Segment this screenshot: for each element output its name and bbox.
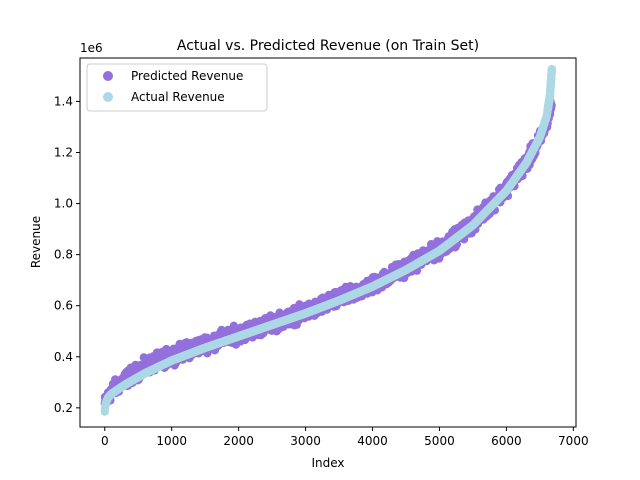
y-tick-label: 0.4 [54, 350, 73, 364]
x-tick-label: 7000 [558, 434, 589, 448]
legend-label-actual: Actual Revenue [131, 90, 225, 104]
y-tick-label: 0.6 [54, 299, 73, 313]
x-tick-label: 2000 [223, 434, 254, 448]
x-axis: 0 1000 2000 3000 4000 5000 6000 7000 [101, 427, 589, 448]
x-tick-label: 0 [101, 434, 109, 448]
y-tick-label: 0.2 [54, 401, 73, 415]
y-axis-offset-label: 1e6 [80, 41, 103, 55]
x-tick-label: 3000 [290, 434, 321, 448]
y-tick-label: 0.8 [54, 248, 73, 262]
legend: Predicted Revenue Actual Revenue [86, 63, 268, 112]
y-tick-label: 1.2 [54, 145, 73, 159]
y-axis-label: Revenue [29, 216, 43, 268]
x-tick-label: 6000 [491, 434, 522, 448]
actual-point [547, 64, 557, 74]
x-tick-label: 1000 [156, 434, 187, 448]
legend-label-predicted: Predicted Revenue [131, 69, 243, 83]
x-tick-label: 4000 [357, 434, 388, 448]
legend-marker-predicted [103, 71, 113, 81]
y-axis: 0.2 0.4 0.6 0.8 1.0 1.2 1.4 [54, 94, 80, 415]
chart-title: Actual vs. Predicted Revenue (on Train S… [177, 38, 479, 54]
series-layer [100, 64, 557, 416]
y-tick-label: 1.4 [54, 94, 73, 108]
series-actual [100, 64, 557, 416]
plot-frame [79, 57, 577, 428]
legend-marker-actual [103, 92, 113, 102]
legend-box [86, 63, 268, 112]
y-tick-label: 1.0 [54, 197, 73, 211]
x-axis-label: Index [311, 456, 344, 470]
x-tick-label: 5000 [424, 434, 455, 448]
